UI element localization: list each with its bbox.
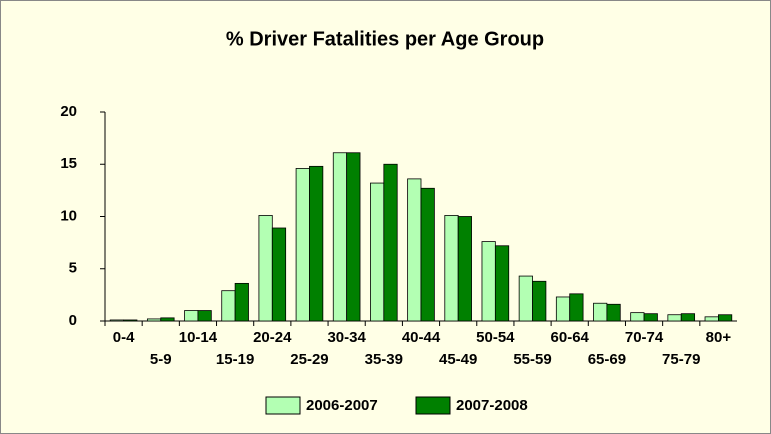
bar [407,178,422,322]
legend-swatch [265,396,301,415]
y-tick-label: 0 [69,312,77,329]
bar [123,319,138,322]
x-tick-label: 20-24 [253,329,292,346]
x-tick-label: 15-19 [216,351,254,368]
x-tick-label: 5-9 [150,351,172,368]
bar [271,227,287,322]
bar [184,310,199,322]
bar [718,314,733,322]
x-tick-label: 45-49 [439,351,477,368]
bar [457,216,472,322]
x-tick-label: 25-29 [290,351,328,368]
bar [332,152,348,322]
x-tick-label: 60-64 [551,329,590,346]
bar [555,296,571,322]
y-tick-label: 5 [69,260,77,277]
bar [518,275,533,322]
x-tick-label: 70-74 [625,329,664,346]
x-tick-label: 10-14 [179,329,218,346]
bar [109,319,124,322]
x-tick-label: 40-44 [402,329,441,346]
bar [444,215,459,322]
legend-swatch [415,396,451,415]
x-tick-label: 55-59 [513,351,551,368]
bar [667,314,682,322]
bar [370,182,385,322]
bar [494,245,510,322]
x-tick-label: 75-79 [662,351,700,368]
bar [420,187,435,322]
bar [643,313,658,322]
bar [569,293,584,322]
bar [383,163,398,322]
bar [309,165,324,322]
bar [295,168,310,322]
bar [680,313,696,322]
legend-label: 2007-2008 [456,397,528,414]
x-tick-label: 0-4 [113,329,135,346]
bar [258,215,273,322]
bar [704,316,719,322]
bar [221,290,236,322]
x-tick-label: 65-69 [588,351,626,368]
bar [146,318,162,322]
bar [606,303,621,322]
bar [593,302,608,322]
legend-label: 2006-2007 [306,397,378,414]
x-tick-label: 35-39 [365,351,403,368]
bar [197,310,212,322]
y-tick-label: 20 [60,103,77,120]
y-tick-label: 10 [60,207,77,224]
bar [481,241,496,322]
x-tick-label: 30-34 [327,329,366,346]
bar [630,312,645,322]
x-tick-label: 80+ [706,329,732,346]
bar [160,317,175,322]
x-tick-label: 50-54 [476,329,515,346]
chart-title: % Driver Fatalities per Age Group [226,28,544,50]
bar [234,282,249,322]
bar [532,280,547,322]
bar [346,152,361,322]
y-tick-label: 15 [60,155,77,172]
